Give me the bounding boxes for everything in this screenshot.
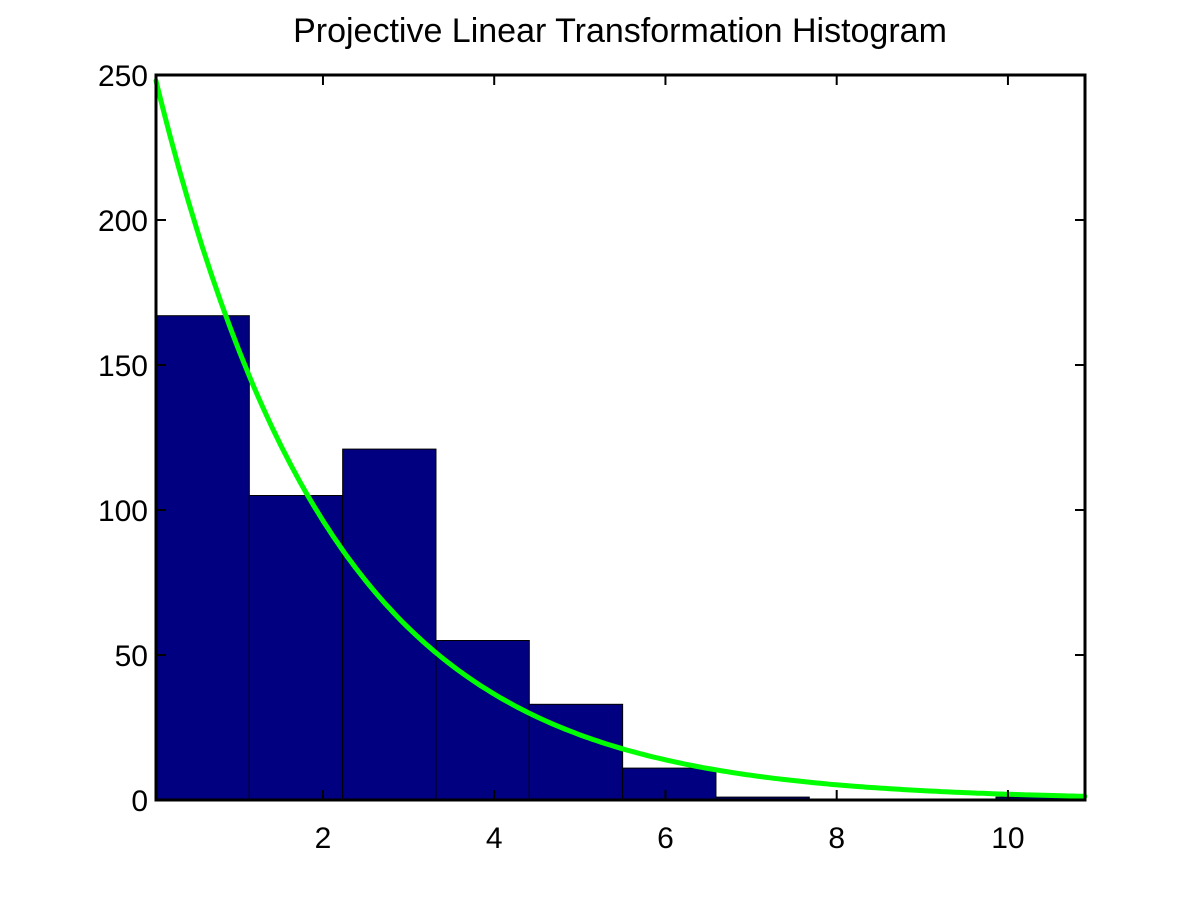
y-tick-label-100: 100 — [98, 495, 148, 528]
chart-title: Projective Linear Transformation Histogr… — [293, 12, 947, 50]
histogram-bar-2 — [248, 495, 344, 801]
y-tick-label-250: 250 — [98, 60, 148, 93]
x-tick-label-6: 6 — [657, 822, 674, 855]
fit-curve-line — [153, 78, 1088, 799]
bars-layer — [155, 315, 1086, 801]
y-tick-label-200: 200 — [98, 205, 148, 238]
y-tick-label-50: 50 — [115, 640, 148, 673]
x-tick-label-4: 4 — [486, 822, 503, 855]
curve-layer — [153, 78, 1088, 799]
x-tick-label-8: 8 — [828, 822, 845, 855]
histogram-bar-6 — [622, 767, 717, 801]
histogram-bar-1 — [155, 315, 250, 801]
plot-frame — [154, 73, 1087, 802]
x-tick-label-2: 2 — [315, 822, 332, 855]
x-tick-label-10: 10 — [991, 822, 1024, 855]
y-tick-label-150: 150 — [98, 350, 148, 383]
y-tick-label-0: 0 — [131, 785, 148, 818]
histogram-bar-3 — [342, 448, 437, 801]
